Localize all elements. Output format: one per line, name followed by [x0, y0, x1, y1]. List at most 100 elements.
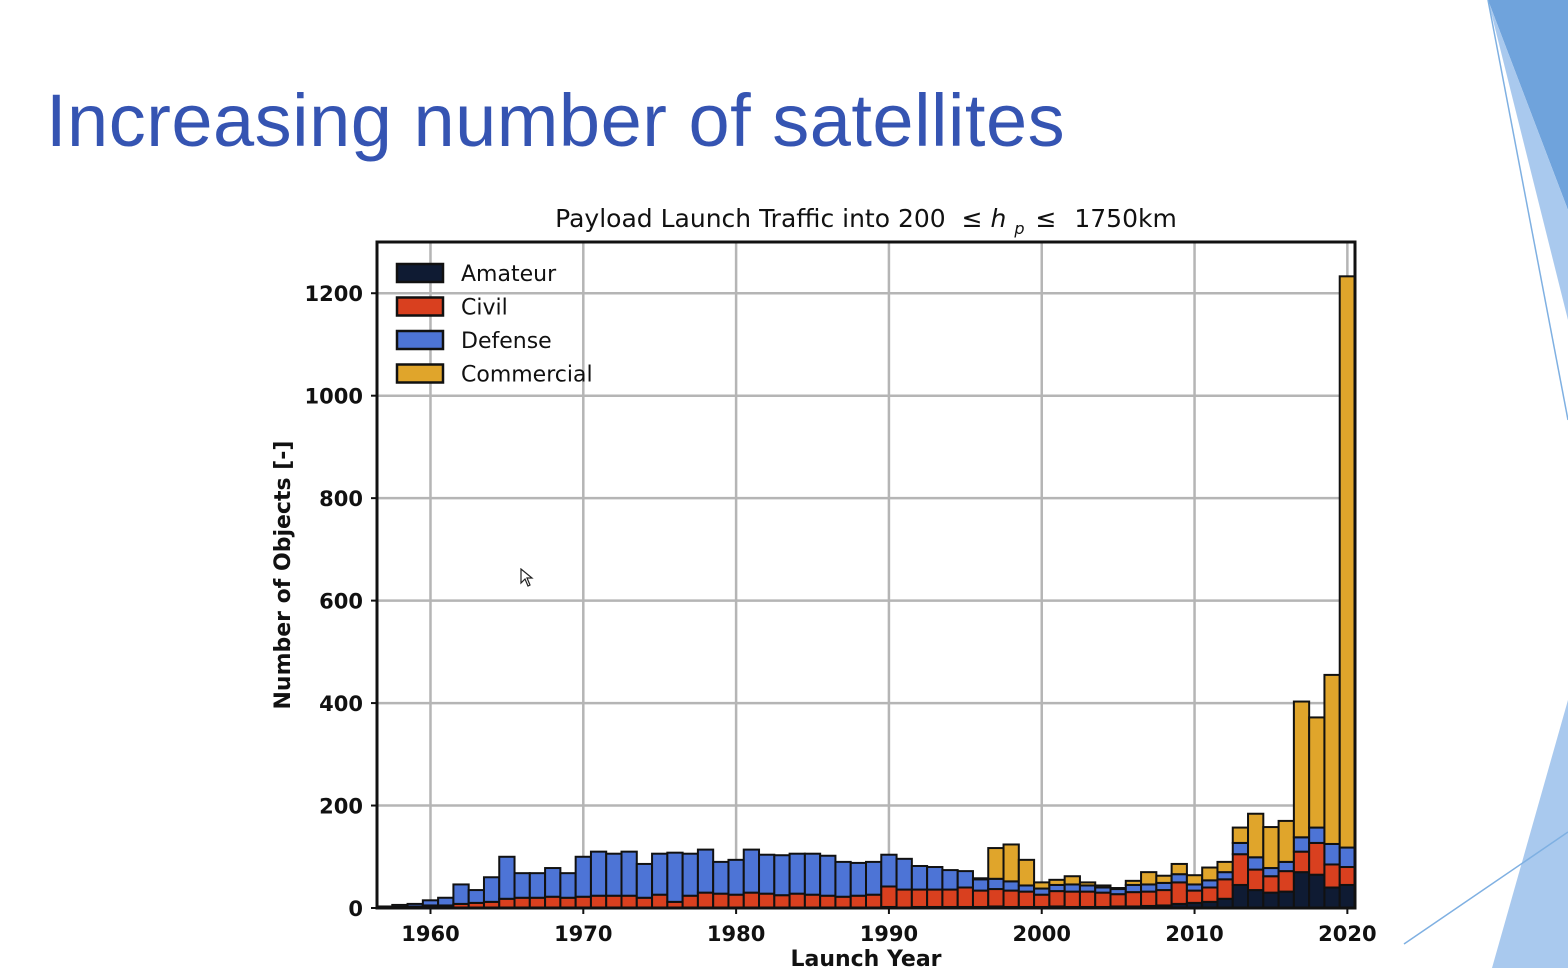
bar-civil-1969 [559, 896, 577, 909]
bar-civil-1999 [1017, 890, 1036, 908]
bar-defense-1987 [834, 860, 852, 898]
bar-civil-2003 [1078, 890, 1097, 908]
x-tick-label: 1980 [707, 922, 765, 946]
x-tick-label: 1960 [401, 922, 459, 946]
bar-commercial-2012 [1216, 860, 1234, 874]
bar-amateur-2018 [1308, 873, 1326, 910]
x-tick-label: 1990 [860, 922, 918, 946]
bar-commercial-2004 [1094, 884, 1112, 889]
bar-civil-1986 [819, 894, 837, 909]
bar-civil-2017 [1292, 850, 1311, 874]
right-accent-line [1487, 0, 1568, 421]
bar-commercial-2017 [1292, 700, 1311, 839]
bar-defense-1965 [498, 855, 516, 900]
bar-defense-1984 [788, 852, 806, 895]
bar-civil-1982 [758, 892, 776, 910]
bar-civil-1991 [895, 888, 913, 910]
bar-defense-1996 [971, 878, 990, 892]
bar-civil-1998 [1002, 889, 1020, 908]
y-tick-label: 600 [319, 590, 363, 614]
bar-commercial-2002 [1063, 875, 1081, 886]
ticks-layer: 1960 1970 1980 1990 2000 2010 2020 0 200 400 600 80… [305, 282, 1377, 946]
bar-civil-2014 [1247, 868, 1265, 892]
bar-defense-2016 [1277, 860, 1295, 873]
bar-defense-1983 [773, 854, 791, 897]
bar-civil-1973 [620, 894, 638, 909]
x-tick-label: 2000 [1013, 922, 1071, 946]
bar-defense-1997 [987, 877, 1005, 891]
bar-civil-2006 [1124, 891, 1143, 908]
bar-defense-1966 [513, 872, 531, 899]
x-tick-label: 2020 [1318, 922, 1376, 946]
bar-civil-2004 [1094, 891, 1112, 908]
legend-swatch-commercial [395, 363, 445, 384]
bar-civil-1985 [803, 893, 822, 909]
bar-civil-1971 [589, 894, 608, 909]
bar-amateur-2014 [1247, 889, 1265, 909]
bar-civil-1987 [834, 895, 852, 910]
bar-defense-2006 [1124, 883, 1143, 894]
legend-swatch-amateur [395, 262, 445, 284]
right-accent-shape-top-light [1488, 0, 1568, 320]
bar-defense-1976 [666, 851, 684, 903]
bar-commercial-2000 [1033, 881, 1051, 890]
bar-civil-1972 [605, 894, 623, 909]
bar-defense-1986 [819, 854, 837, 897]
bar-defense-1993 [926, 866, 944, 891]
bar-civil-2011 [1201, 886, 1219, 903]
bar-commercial-2013 [1231, 826, 1250, 844]
bar-defense-2014 [1247, 856, 1265, 871]
bar-civil-2015 [1262, 875, 1280, 894]
bar-defense-1968 [544, 867, 562, 898]
bar-civil-2016 [1277, 870, 1295, 893]
bar-defense-1970 [574, 855, 592, 898]
bar-commercial-1996 [971, 877, 990, 881]
bar-defense-2017 [1292, 836, 1311, 853]
bar-defense-1994 [941, 869, 959, 891]
bar-civil-2001 [1048, 890, 1066, 908]
bar-defense-1989 [865, 860, 883, 896]
bar-defense-1969 [559, 872, 577, 899]
bar-defense-1981 [742, 848, 761, 894]
x-tick-label: 1970 [554, 922, 612, 946]
bar-defense-2002 [1063, 883, 1081, 893]
bar-defense-2009 [1170, 873, 1188, 884]
bar-commercial-1998 [1002, 843, 1020, 883]
bar-civil-1997 [987, 888, 1005, 908]
bar-commercial-2018 [1308, 716, 1326, 829]
bar-defense-1967 [528, 872, 547, 899]
bar-defense-1971 [589, 850, 608, 897]
bar-civil-1966 [513, 896, 531, 909]
bar-civil-2013 [1231, 853, 1250, 886]
bar-defense-2008 [1155, 881, 1173, 892]
bar-defense-1991 [895, 857, 913, 891]
bar-civil-2009 [1170, 881, 1188, 905]
bar-civil-2020 [1338, 866, 1356, 886]
bar-commercial-2015 [1262, 826, 1280, 870]
bar-defense-1988 [849, 861, 867, 897]
bar-civil-1995 [956, 886, 974, 908]
bar-civil-1992 [910, 888, 929, 908]
bar-commercial-2006 [1124, 879, 1143, 886]
bar-civil-2019 [1323, 863, 1341, 889]
bar-commercial-2014 [1247, 812, 1265, 859]
bar-amateur-2016 [1277, 890, 1295, 909]
bar-civil-2018 [1308, 841, 1326, 876]
bar-defense-1960 [421, 899, 440, 907]
chart-title-sub: p [1013, 219, 1024, 238]
bar-commercial-2020 [1338, 275, 1356, 849]
bar-defense-1998 [1002, 880, 1020, 892]
chart-title-le-2: ≤ [1035, 204, 1056, 233]
bar-civil-1979 [712, 892, 730, 910]
bar-commercial-1999 [1017, 858, 1036, 887]
legend-label-defense: Defense [461, 329, 552, 354]
bar-commercial-2001 [1048, 878, 1066, 886]
y-tick-label: 400 [319, 692, 363, 716]
bar-defense-1995 [956, 870, 974, 889]
bar-civil-2010 [1185, 889, 1204, 904]
bar-civil-2007 [1140, 890, 1158, 907]
legend: Amateur Civil Defense Commercial [395, 262, 593, 388]
bar-defense-1982 [758, 853, 776, 895]
bar-defense-1990 [880, 853, 898, 888]
